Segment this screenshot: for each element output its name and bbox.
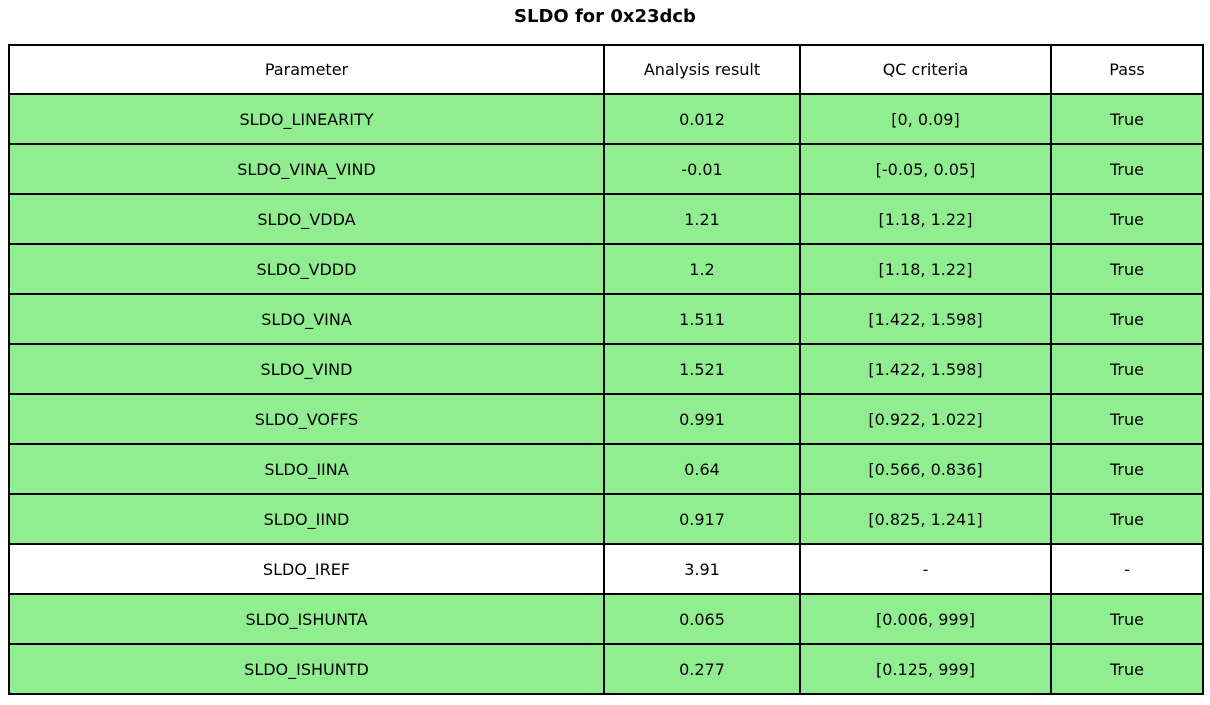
table-row: SLDO_IREF 3.91 - - (8, 543, 1204, 595)
table-row: SLDO_ISHUNTD 0.277 [0.125, 999] True (8, 643, 1204, 695)
table-row: SLDO_VOFFS 0.991 [0.922, 1.022] True (8, 393, 1204, 445)
cell-analysis-result: -0.01 (603, 143, 801, 195)
cell-analysis-result: 0.012 (603, 93, 801, 145)
table-header-row: Parameter Analysis result QC criteria Pa… (8, 44, 1204, 95)
cell-pass-status: - (1050, 543, 1204, 595)
cell-analysis-result: 0.065 (603, 593, 801, 645)
table-row: SLDO_VINA_VIND -0.01 [-0.05, 0.05] True (8, 143, 1204, 195)
cell-analysis-result: 0.277 (603, 643, 801, 695)
cell-pass-status: True (1050, 143, 1204, 195)
column-header-pass: Pass (1050, 44, 1204, 95)
table-row: SLDO_LINEARITY 0.012 [0, 0.09] True (8, 93, 1204, 145)
cell-parameter: SLDO_IIND (8, 493, 605, 545)
cell-parameter: SLDO_LINEARITY (8, 93, 605, 145)
cell-qc-criteria: [1.422, 1.598] (799, 293, 1052, 345)
cell-pass-status: True (1050, 443, 1204, 495)
column-header-parameter: Parameter (8, 44, 605, 95)
cell-parameter: SLDO_VIND (8, 343, 605, 395)
cell-pass-status: True (1050, 593, 1204, 645)
table-row: SLDO_VINA 1.511 [1.422, 1.598] True (8, 293, 1204, 345)
cell-analysis-result: 0.64 (603, 443, 801, 495)
cell-qc-criteria: [0.922, 1.022] (799, 393, 1052, 445)
cell-pass-status: True (1050, 493, 1204, 545)
cell-qc-criteria: [0.006, 999] (799, 593, 1052, 645)
cell-parameter: SLDO_ISHUNTD (8, 643, 605, 695)
cell-analysis-result: 1.511 (603, 293, 801, 345)
column-header-analysis-result: Analysis result (603, 44, 801, 95)
cell-qc-criteria: [0.566, 0.836] (799, 443, 1052, 495)
cell-pass-status: True (1050, 293, 1204, 345)
cell-pass-status: True (1050, 243, 1204, 295)
table-body: SLDO_LINEARITY 0.012 [0, 0.09] True SLDO… (8, 93, 1204, 695)
table-row: SLDO_IINA 0.64 [0.566, 0.836] True (8, 443, 1204, 495)
cell-analysis-result: 3.91 (603, 543, 801, 595)
table-row: SLDO_IIND 0.917 [0.825, 1.241] True (8, 493, 1204, 545)
cell-analysis-result: 1.521 (603, 343, 801, 395)
cell-qc-criteria: - (799, 543, 1052, 595)
cell-qc-criteria: [-0.05, 0.05] (799, 143, 1052, 195)
cell-qc-criteria: [1.18, 1.22] (799, 243, 1052, 295)
cell-parameter: SLDO_VINA_VIND (8, 143, 605, 195)
cell-parameter: SLDO_VDDA (8, 193, 605, 245)
cell-parameter: SLDO_ISHUNTA (8, 593, 605, 645)
cell-pass-status: True (1050, 93, 1204, 145)
cell-analysis-result: 0.991 (603, 393, 801, 445)
cell-qc-criteria: [0.825, 1.241] (799, 493, 1052, 545)
cell-parameter: SLDO_IREF (8, 543, 605, 595)
cell-pass-status: True (1050, 393, 1204, 445)
qc-results-table: Parameter Analysis result QC criteria Pa… (8, 44, 1204, 695)
cell-qc-criteria: [1.422, 1.598] (799, 343, 1052, 395)
cell-qc-criteria: [0, 0.09] (799, 93, 1052, 145)
cell-qc-criteria: [0.125, 999] (799, 643, 1052, 695)
cell-qc-criteria: [1.18, 1.22] (799, 193, 1052, 245)
cell-pass-status: True (1050, 643, 1204, 695)
cell-parameter: SLDO_IINA (8, 443, 605, 495)
cell-pass-status: True (1050, 193, 1204, 245)
cell-pass-status: True (1050, 343, 1204, 395)
table-row: SLDO_VDDA 1.21 [1.18, 1.22] True (8, 193, 1204, 245)
cell-parameter: SLDO_VINA (8, 293, 605, 345)
table-row: SLDO_ISHUNTA 0.065 [0.006, 999] True (8, 593, 1204, 645)
cell-analysis-result: 0.917 (603, 493, 801, 545)
page-title: SLDO for 0x23dcb (514, 6, 696, 27)
cell-parameter: SLDO_VOFFS (8, 393, 605, 445)
cell-analysis-result: 1.21 (603, 193, 801, 245)
column-header-qc-criteria: QC criteria (799, 44, 1052, 95)
table-row: SLDO_VIND 1.521 [1.422, 1.598] True (8, 343, 1204, 395)
table-row: SLDO_VDDD 1.2 [1.18, 1.22] True (8, 243, 1204, 295)
cell-parameter: SLDO_VDDD (8, 243, 605, 295)
cell-analysis-result: 1.2 (603, 243, 801, 295)
